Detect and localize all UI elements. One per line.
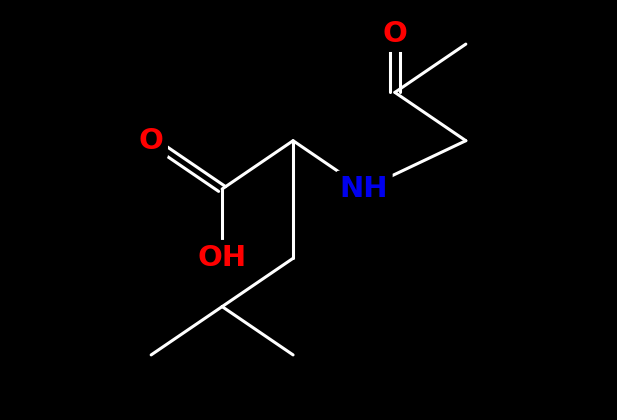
Text: O: O bbox=[139, 127, 164, 155]
Text: O: O bbox=[383, 20, 407, 47]
Text: NH: NH bbox=[340, 175, 388, 203]
Text: OH: OH bbox=[197, 244, 247, 272]
